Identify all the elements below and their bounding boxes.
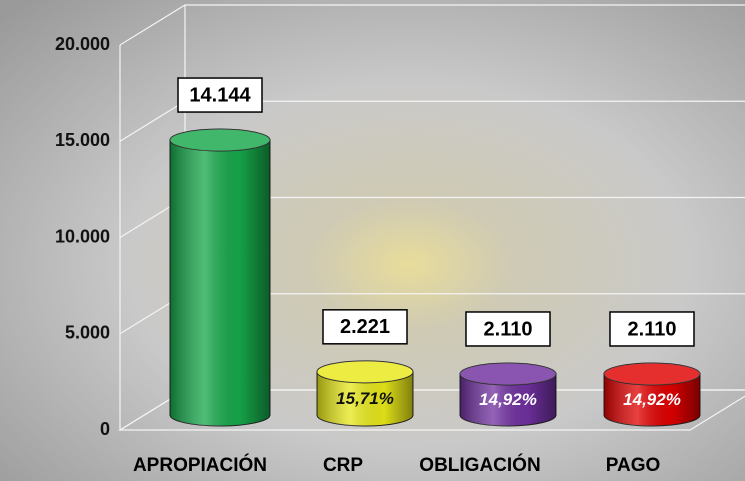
grid-line xyxy=(119,4,745,46)
value-label: 2.110 xyxy=(628,318,677,340)
y-tick-label: 0 xyxy=(100,419,110,439)
y-tick-label: 15.000 xyxy=(55,130,110,150)
x-tick-label: CRP xyxy=(323,455,363,476)
x-tick-label: OBLIGACIÓN xyxy=(419,454,540,476)
bar-shading xyxy=(460,373,556,426)
y-tick-label: 10.000 xyxy=(55,226,110,246)
value-label-box xyxy=(322,309,408,345)
percent-label: 15,71% xyxy=(336,389,394,408)
bar-top-shine xyxy=(460,362,556,385)
value-label: 14.144 xyxy=(189,84,251,106)
y-tick-label: 20.000 xyxy=(55,34,110,54)
y-tick-label: 5.000 xyxy=(65,323,110,343)
x-tick-label: APROPIACIÓN xyxy=(133,454,267,476)
bar-shading xyxy=(317,371,413,426)
value-label: 2.110 xyxy=(484,318,533,340)
bar-top-shine xyxy=(604,362,700,385)
bar-top xyxy=(316,360,414,384)
value-label-box xyxy=(177,77,263,113)
percent-label: 14,92% xyxy=(479,390,537,409)
bar-shading xyxy=(604,373,700,426)
bar-top xyxy=(169,128,271,152)
bar-shading xyxy=(170,140,270,426)
bar-top xyxy=(603,362,701,386)
value-label-box xyxy=(465,311,551,347)
bar-top-shine xyxy=(170,129,270,152)
x-tick-label: PAGO xyxy=(606,455,661,476)
bar-top xyxy=(459,362,557,386)
percent-label: 14,92% xyxy=(623,390,681,409)
value-label-box xyxy=(609,311,695,347)
value-label: 2.221 xyxy=(340,316,390,338)
bar-top-shine xyxy=(317,360,413,383)
